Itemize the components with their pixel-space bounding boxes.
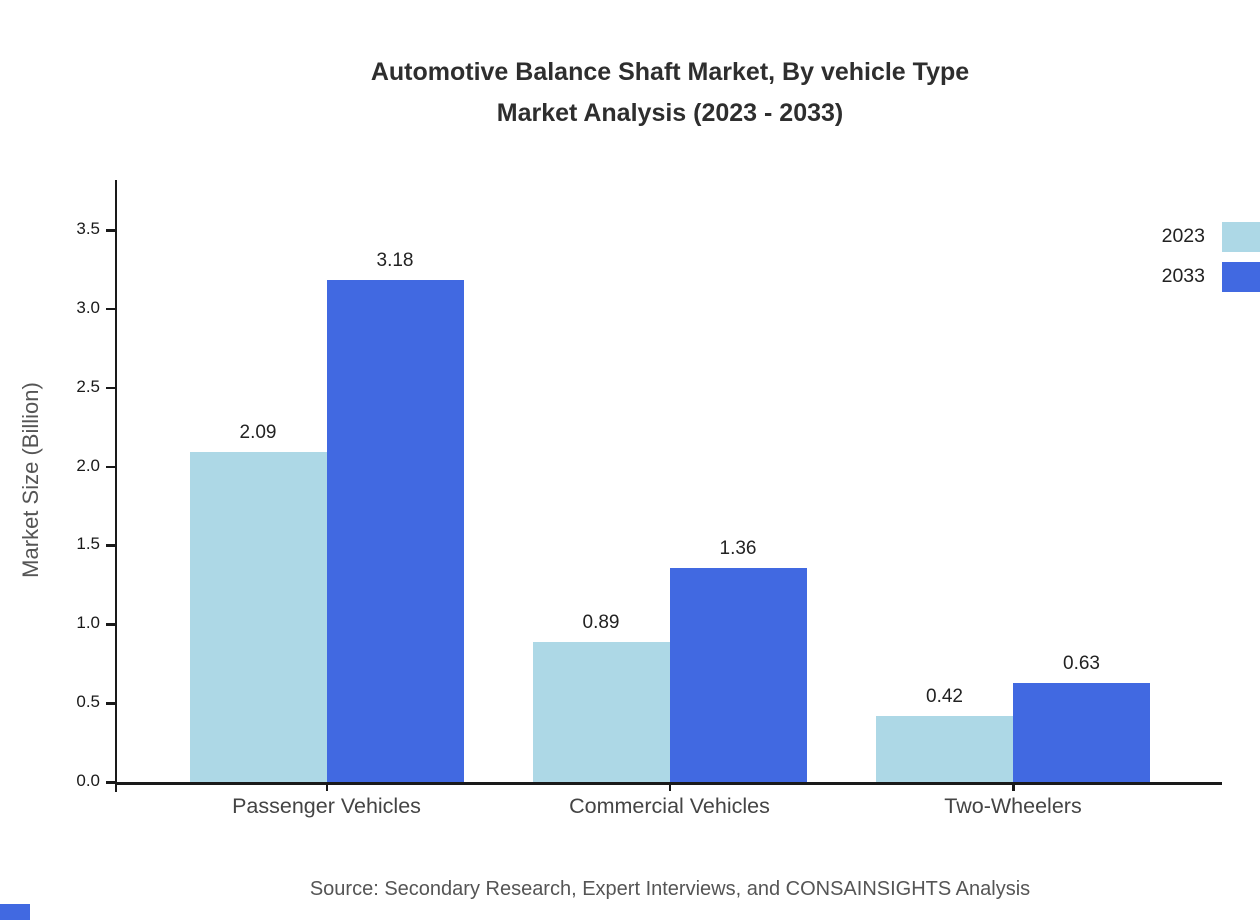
y-tick (106, 623, 115, 626)
legend-swatch-2023 (1222, 222, 1260, 252)
y-tick (106, 702, 115, 705)
source-note: Source: Secondary Research, Expert Inter… (309, 878, 1031, 900)
y-tick-label: 2.5 (76, 376, 100, 396)
y-tick (106, 386, 115, 390)
y-tick-label: 3.5 (76, 219, 100, 238)
category-label: Two-Wheelers (944, 794, 1082, 818)
y-tick-label: 0.0 (76, 771, 100, 790)
legend-label-2023: 2023 (1161, 225, 1205, 247)
y-tick (106, 544, 115, 547)
bar-2033-1 (669, 567, 807, 782)
chart-title-line2: Market Analysis (2023 - 2033) (496, 99, 844, 127)
bar-value-label: 0.42 (926, 685, 963, 707)
category-label: Commercial Vehicles (569, 794, 770, 818)
brand-mark (0, 904, 30, 920)
y-tick-label: 1.0 (76, 613, 100, 633)
bar-2023-1 (532, 641, 670, 782)
bar-value-label: 0.89 (582, 611, 620, 633)
x-tick (1012, 782, 1015, 791)
x-tick (325, 782, 328, 791)
legend-swatch-2033 (1222, 262, 1260, 292)
chart-title: Automotive Balance Shaft Market, By vehi… (80, 52, 1260, 134)
bar-2023-0 (189, 452, 327, 782)
bar-2033-2 (1013, 682, 1150, 782)
y-axis-line (114, 180, 117, 792)
y-tick-label: 1.5 (76, 534, 100, 554)
y-tick-label: 3.0 (76, 297, 100, 317)
y-tick (106, 307, 115, 311)
y-tick (106, 465, 115, 469)
y-tick (106, 229, 115, 232)
y-tick (106, 781, 115, 784)
bar-value-label: 3.18 (376, 250, 414, 272)
bar-value-label: 2.09 (239, 422, 277, 444)
x-axis-line (114, 782, 1222, 785)
bar-2033-0 (326, 280, 464, 782)
x-tick (668, 782, 671, 791)
y-tick-label: 0.5 (76, 692, 100, 712)
bar-value-label: 1.36 (719, 537, 757, 559)
category-label: Passenger Vehicles (232, 794, 421, 818)
chart-title-line1: Automotive Balance Shaft Market, By vehi… (370, 58, 970, 86)
bar-value-label: 0.63 (1063, 652, 1100, 674)
legend-label-2033: 2033 (1161, 265, 1205, 287)
bar-2023-2 (876, 715, 1013, 782)
y-tick-label: 2.0 (76, 455, 100, 475)
